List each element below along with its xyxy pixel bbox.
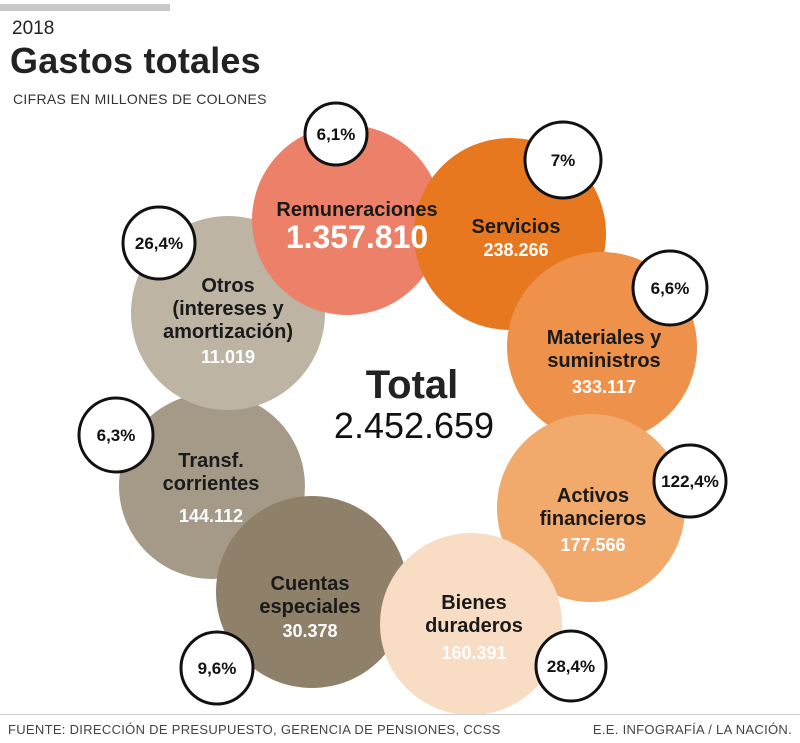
bubble-label-0-0: Remuneraciones [276,199,437,221]
total-label: Total [366,363,459,407]
credit-note: E.E. INFOGRAFÍA / LA NACIÓN. [592,722,792,737]
footer-rule [0,714,800,715]
bubble-label-4-1: duraderos [425,615,523,637]
bubble-value-6: 144.112 [179,506,243,526]
change-badge-1 [523,120,603,200]
bubble-3 [497,414,685,602]
change-badge-7 [121,205,197,281]
badges-layer: 6,1% 7% 6,6% 122,4% 28,4% 9,6% 6,3% 26,4% [77,101,728,706]
total-value: 2.452.659 [334,405,494,446]
bubble-label-5-1: especiales [259,596,360,618]
bubble-label-4-0: Bienes [441,592,507,614]
bubble-label-7-1: (intereses y [172,298,284,320]
bubble-label-3-1: financieros [540,508,647,530]
bubble-value-5: 30.378 [282,621,337,641]
bubble-value-1: 238.266 [483,240,548,260]
bubble-0 [252,125,442,315]
change-badge-label-7: 26,4% [135,234,183,253]
bubble-label-3-0: Activos [557,485,629,507]
chart-subtitle: CIFRAS EN MILLONES DE COLONES [13,91,267,107]
change-badge-label-4: 28,4% [547,657,595,676]
change-badge-5 [179,630,255,706]
bubble-value-3: 177.566 [560,535,625,555]
bubble-label-1-0: Servicios [472,216,561,238]
bubble-value-4: 160.391 [441,643,506,663]
bubble-label-7-0: Otros [201,275,254,297]
bubble-label-6-0: Transf. [178,450,244,472]
change-badge-6 [77,396,155,474]
change-badge-4 [534,629,608,703]
change-badge-label-2: 6,6% [651,279,690,298]
year-label: 2018 [12,18,55,39]
bubble-4 [380,533,562,714]
change-badge-0 [303,101,369,167]
bubble-5 [216,496,408,688]
change-badge-label-5: 9,6% [198,659,237,678]
change-badge-label-3: 122,4% [661,472,719,491]
bubble-label-5-0: Cuentas [271,573,350,595]
change-badge-2 [631,249,709,327]
top-rule [0,4,170,11]
change-badge-label-1: 7% [551,151,576,170]
change-badge-3 [652,443,728,519]
chart-title: Gastos totales [10,40,261,81]
change-badge-label-6: 6,3% [97,426,136,445]
bubble-label-7-2: amortización) [163,321,293,343]
source-note: FUENTE: DIRECCIÓN DE PRESUPUESTO, GERENC… [8,722,501,737]
bubble-value-2: 333.117 [572,377,636,397]
bubbles-layer [119,125,697,714]
bubble-value-0: 1.357.810 [286,219,428,255]
bubble-value-7: 11.019 [201,347,255,367]
bubble-label-2-1: suministros [547,350,660,372]
bubble-label-6-1: corrientes [163,473,260,495]
bubble-label-2-0: Materiales y [547,327,662,349]
change-badge-label-0: 6,1% [317,125,356,144]
